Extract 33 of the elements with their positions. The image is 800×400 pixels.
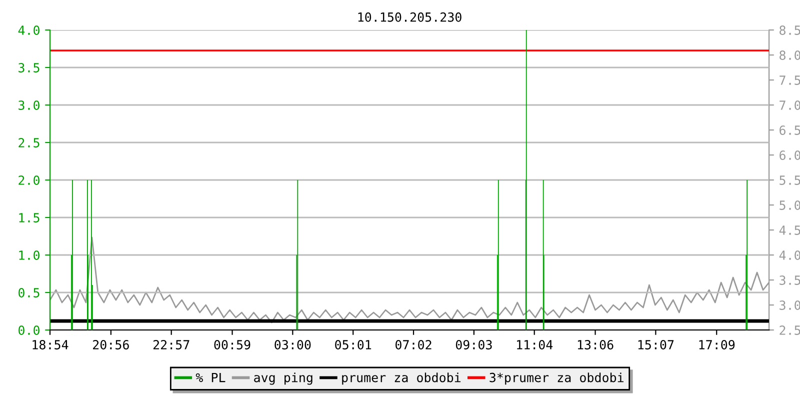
legend-label: % PL bbox=[196, 372, 226, 382]
y2-tick-label: 2.5 bbox=[780, 326, 800, 335]
legend-label: 3*prumer za obdobi bbox=[490, 372, 624, 385]
x-tick-label: 07:02 bbox=[396, 340, 432, 350]
y2-tick-label: 8.5 bbox=[780, 26, 800, 35]
y2-tick-label: 4.5 bbox=[779, 226, 800, 235]
y-tick-label: 1.0 bbox=[19, 250, 40, 260]
x-tick-label: 13:06 bbox=[578, 340, 614, 350]
y-tick-label: 2.0 bbox=[18, 176, 40, 185]
y-tick-label: 0.5 bbox=[18, 288, 40, 298]
x-tick-label: 22:57 bbox=[153, 340, 190, 350]
y2-tick-label: 3.5 bbox=[780, 276, 800, 285]
x-tick-label: 00:59 bbox=[214, 340, 250, 350]
y2-tick-label: 7.5 bbox=[780, 76, 800, 85]
y-tick-label: 3.5 bbox=[18, 63, 40, 72]
x-tick-label: 15:07 bbox=[638, 340, 674, 350]
y2-tick-label: 6.5 bbox=[780, 126, 800, 135]
y-tick-label: 0.0 bbox=[18, 326, 40, 335]
y-tick-label: 2.5 bbox=[18, 138, 40, 148]
y2-tick-label: 5.5 bbox=[780, 176, 800, 185]
x-tick-label: 05:01 bbox=[335, 340, 372, 350]
chart-title: 10.150.205.230 bbox=[358, 12, 462, 22]
x-tick-label: 11:04 bbox=[517, 340, 553, 350]
x-tick-label: 20:56 bbox=[93, 340, 129, 350]
x-tick-label: 09:03 bbox=[456, 340, 492, 350]
y-tick-label: 3.0 bbox=[18, 100, 40, 110]
legend-label: prumer za obdobi bbox=[342, 372, 461, 385]
y-tick-label: 4.0 bbox=[18, 26, 40, 35]
y-tick-label: 1.5 bbox=[19, 213, 40, 222]
x-tick-label: 03:00 bbox=[274, 340, 311, 350]
x-tick-label: 18:54 bbox=[32, 340, 68, 350]
x-tick-label: 17:09 bbox=[699, 340, 735, 350]
legend-label: avg ping bbox=[254, 372, 312, 385]
